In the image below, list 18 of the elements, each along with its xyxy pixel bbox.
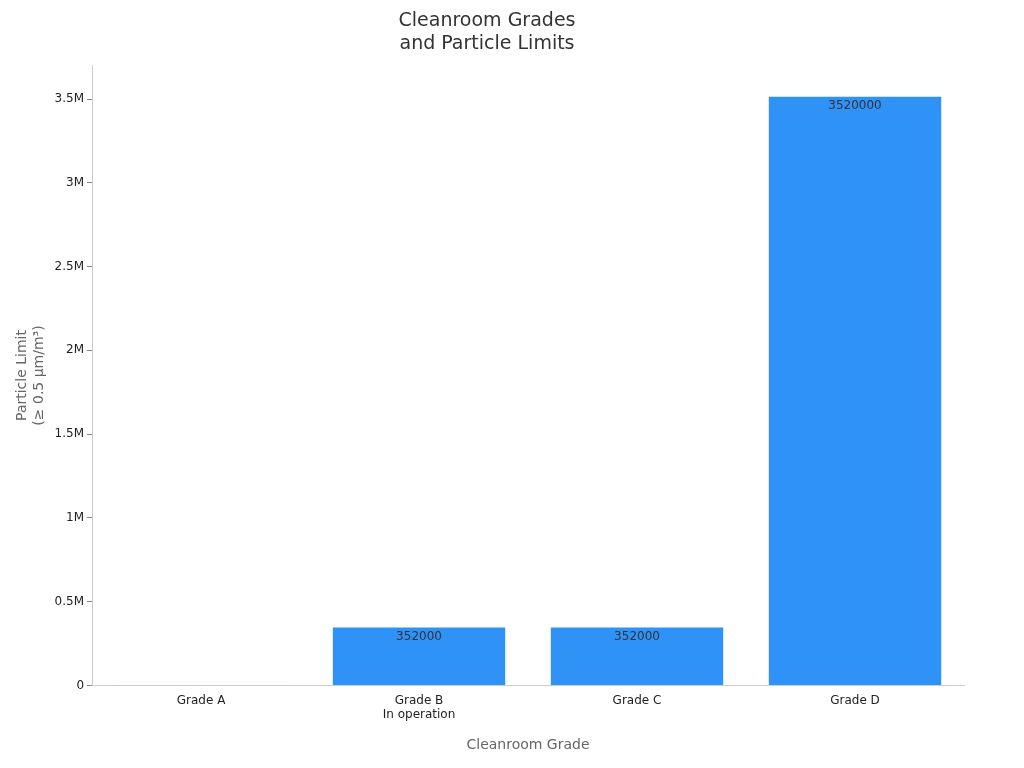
data-label: 352000 [614, 628, 660, 643]
y-tick-label: 2M [66, 342, 85, 357]
x-tick-label: Grade C [612, 692, 662, 707]
chart-title: Cleanroom Grades and Particle Limits [398, 8, 576, 54]
x-tick-label: Grade A [176, 692, 227, 707]
y-tick-label: 3M [66, 174, 85, 189]
x-axis-title: Cleanroom Grade [466, 736, 590, 753]
y-tick-label: 3.5M [54, 91, 85, 106]
y-tick-label: 0 [76, 677, 85, 692]
y-tick-label: 0.5M [54, 593, 85, 608]
data-label: 3520000 [828, 97, 882, 112]
y-tick-label: 1M [66, 510, 85, 525]
y-axis-title: Particle Limit (≥ 0.5 µm/m³) [13, 325, 46, 426]
x-tick-label: Grade D [830, 692, 880, 707]
data-label: 352000 [396, 628, 442, 643]
y-tick-label: 2.5M [54, 258, 85, 273]
y-tick-label: 1.5M [54, 426, 85, 441]
x-tick-label: Grade B In operation [382, 692, 456, 722]
